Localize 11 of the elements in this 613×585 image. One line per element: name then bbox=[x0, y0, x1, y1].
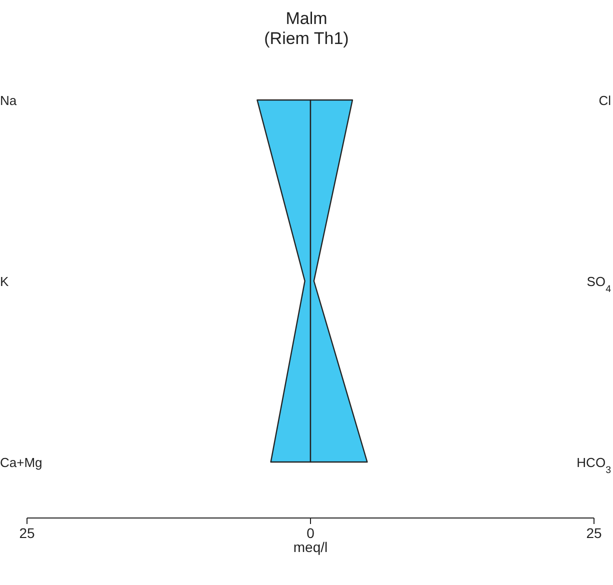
y2-tick-label: SO$_{4}$ bbox=[586, 274, 612, 294]
x-tick-label: 0 bbox=[306, 525, 315, 541]
x-tick-label: 25 bbox=[19, 525, 35, 541]
x-tick-label: 25 bbox=[586, 525, 602, 541]
text: Malm (Riem Th1) bbox=[264, 9, 349, 48]
y2-tick-label: Cl bbox=[598, 93, 612, 108]
y-tick-label: Ca+Mg bbox=[0, 455, 42, 470]
x-axis-title: meq/l bbox=[293, 539, 328, 555]
y-tick-label: Na bbox=[0, 93, 18, 108]
y2-tick-label: HCO$_{3}$ bbox=[576, 455, 611, 476]
y-tick-label: K bbox=[0, 274, 9, 289]
